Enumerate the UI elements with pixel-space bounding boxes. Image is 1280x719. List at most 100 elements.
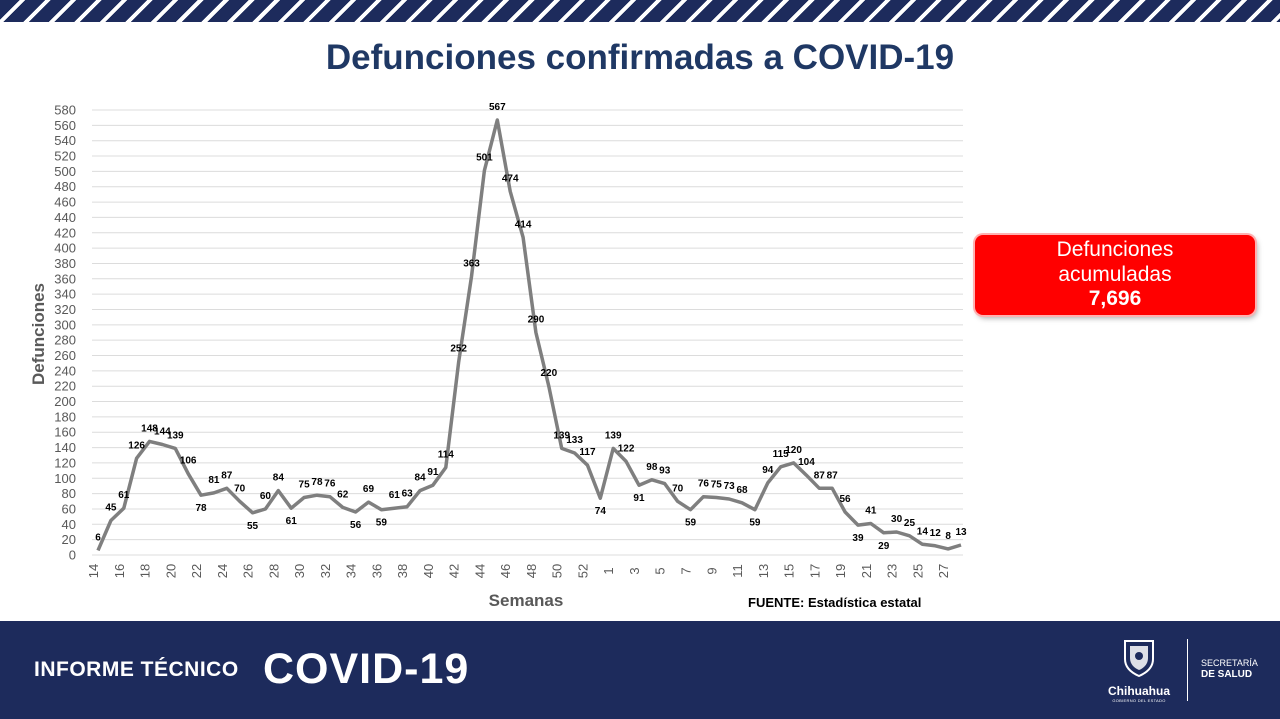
- data-label: 59: [749, 518, 761, 529]
- secretaria-label: SECRETARÍA DE SALUD: [1201, 657, 1258, 681]
- y-tick-label: 460: [54, 195, 76, 210]
- data-label: 93: [659, 466, 671, 477]
- cumulative-deaths-value: 7,696: [1088, 287, 1142, 310]
- data-label: 91: [633, 493, 645, 504]
- series-line: [96, 118, 962, 552]
- data-label: 29: [878, 541, 890, 552]
- y-tick-label: 480: [54, 179, 76, 194]
- data-label: 14: [917, 526, 929, 537]
- data-label: 59: [376, 518, 388, 529]
- y-tick-label: 0: [69, 548, 76, 563]
- data-label: 501: [476, 153, 493, 164]
- data-label: 74: [595, 506, 607, 517]
- data-label: 56: [840, 494, 852, 505]
- data-label: 59: [685, 518, 697, 529]
- x-tick-label: 28: [266, 564, 281, 578]
- x-tick-label: 26: [241, 564, 256, 578]
- data-label: 114: [438, 450, 455, 461]
- data-label: 68: [736, 485, 748, 496]
- data-label: 39: [852, 533, 864, 544]
- data-label: 75: [299, 479, 311, 490]
- x-tick-label: 7: [679, 567, 694, 574]
- x-tick-label: 36: [369, 564, 384, 578]
- data-label: 133: [566, 435, 583, 446]
- footer-report-label: INFORME TÉCNICO: [34, 658, 239, 681]
- y-tick-label: 160: [54, 425, 76, 440]
- x-tick-label: 18: [138, 564, 153, 578]
- data-label: 115: [773, 449, 790, 460]
- page-title: Defunciones confirmadas a COVID-19: [325, 38, 955, 77]
- y-tick-label: 20: [62, 532, 76, 547]
- data-label: 94: [762, 465, 774, 476]
- chihuahua-logo: Chihuahua GOBIERNO DEL ESTADO: [1104, 639, 1174, 711]
- data-label: 78: [311, 477, 323, 488]
- x-tick-label: 19: [833, 564, 848, 578]
- line-chart: 0204060801001201401601802002202402602803…: [29, 102, 967, 610]
- x-axis-label: Semanas: [489, 591, 564, 610]
- y-tick-label: 540: [54, 133, 76, 148]
- y-tick-label: 320: [54, 302, 76, 317]
- y-tick-label: 360: [54, 271, 76, 286]
- x-tick-label: 17: [807, 564, 822, 578]
- data-label: 56: [350, 520, 362, 531]
- secretaria-line1: SECRETARÍA: [1201, 658, 1258, 668]
- data-label: 98: [646, 462, 658, 473]
- y-tick-label: 240: [54, 363, 76, 378]
- y-tick-label: 60: [62, 501, 76, 516]
- data-label: 126: [128, 440, 145, 451]
- data-label: 91: [427, 467, 439, 478]
- y-tick-label: 100: [54, 471, 76, 486]
- y-tick-label: 380: [54, 256, 76, 271]
- x-tick-label: 3: [627, 567, 642, 574]
- x-tick-label: 38: [395, 564, 410, 578]
- y-tick-label: 580: [54, 103, 76, 118]
- x-tick-label: 27: [936, 564, 951, 578]
- y-tick-label: 120: [54, 455, 76, 470]
- data-label: 87: [814, 470, 826, 481]
- x-tick-label: 21: [859, 564, 874, 578]
- x-tick-label: 46: [498, 564, 513, 578]
- data-label: 30: [891, 514, 903, 525]
- data-label: 84: [414, 473, 426, 484]
- x-tick-label: 13: [756, 564, 771, 578]
- data-label: 139: [605, 430, 622, 441]
- data-label: 220: [540, 368, 557, 379]
- data-label: 62: [337, 489, 349, 500]
- y-tick-label: 80: [62, 486, 76, 501]
- y-tick-label: 520: [54, 149, 76, 164]
- x-tick-label: 16: [112, 564, 127, 578]
- data-label: 63: [402, 489, 414, 500]
- x-tick-label: 52: [575, 564, 590, 578]
- data-label: 76: [698, 479, 710, 490]
- data-label: 60: [260, 491, 272, 502]
- y-tick-label: 340: [54, 287, 76, 302]
- data-label: 104: [798, 457, 815, 468]
- x-tick-label: 22: [189, 564, 204, 578]
- x-tick-label: 9: [704, 567, 719, 574]
- data-label: 81: [208, 475, 220, 486]
- data-label: 41: [865, 506, 877, 517]
- x-tick-label: 40: [421, 564, 436, 578]
- data-label: 8: [945, 531, 951, 542]
- top-stripe-decoration: [0, 0, 1280, 22]
- x-axis-ticks: 14 16 18 20 22 24 26 28 30 32 34 36 38 40 42 44 46 48 50 52…: [86, 564, 951, 578]
- data-label: 117: [579, 447, 596, 458]
- data-label: 567: [489, 102, 506, 113]
- data-label: 474: [502, 173, 519, 184]
- y-axis-label: Defunciones: [29, 283, 48, 385]
- data-label: 87: [221, 470, 233, 481]
- x-tick-label: 1: [601, 567, 616, 574]
- x-tick-label: 11: [730, 564, 745, 578]
- y-tick-label: 40: [62, 517, 76, 532]
- footer-covid-title: COVID-19: [263, 645, 470, 693]
- data-label: 73: [724, 481, 736, 492]
- y-tick-label: 560: [54, 118, 76, 133]
- y-tick-label: 200: [54, 394, 76, 409]
- source-note: FUENTE: Estadística estatal: [748, 595, 922, 610]
- data-label: 75: [711, 479, 723, 490]
- shield-icon: [1124, 640, 1154, 678]
- y-tick-label: 400: [54, 241, 76, 256]
- data-label: 25: [904, 518, 916, 529]
- data-label: 78: [195, 503, 207, 514]
- data-label: 84: [273, 473, 285, 484]
